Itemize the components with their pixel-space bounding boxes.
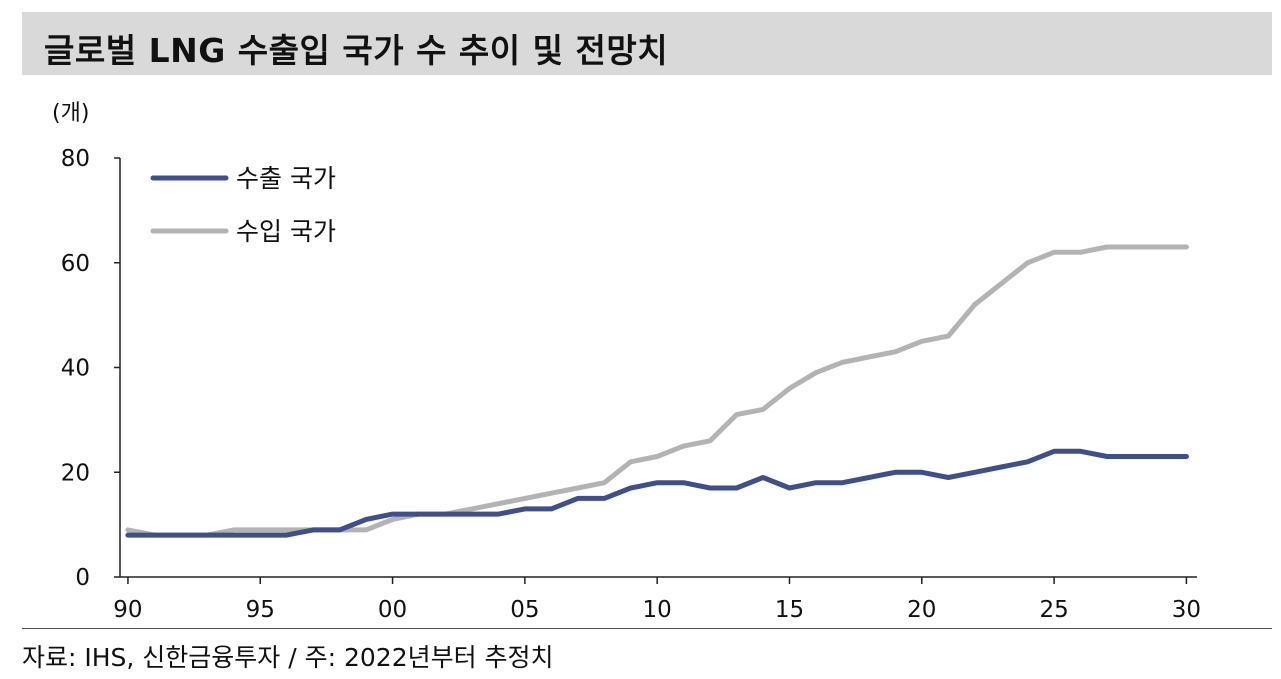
legend-label: 수입 국가 <box>236 217 336 246</box>
x-tick-label: 95 <box>246 597 275 623</box>
title-bar: 글로벌 LNG 수출입 국가 수 추이 및 전망치 <box>22 12 1272 75</box>
y-unit-label: (개) <box>52 101 90 126</box>
series-group <box>125 244 1189 538</box>
legend-label: 수출 국가 <box>236 164 336 193</box>
x-tick-label: 90 <box>113 597 142 623</box>
series-line-import <box>125 244 1189 538</box>
chart-title: 글로벌 LNG 수출입 국가 수 추이 및 전망치 <box>44 31 669 70</box>
x-tick-label: 10 <box>643 597 672 623</box>
x-tick-label: 25 <box>1039 597 1068 623</box>
axes: 0 20 40 60 80 90 95 00 05 10 15 20 25 30 <box>61 146 1201 623</box>
x-tick-label: 30 <box>1172 597 1201 623</box>
footer-divider <box>22 628 1272 629</box>
series-line-export <box>125 448 1189 538</box>
y-tick-label: 80 <box>61 146 90 172</box>
y-tick-label: 60 <box>61 251 90 277</box>
x-tick-label: 20 <box>907 597 936 623</box>
y-tick-label: 20 <box>61 460 90 486</box>
x-tick-label: 15 <box>775 597 804 623</box>
source-note: 자료: IHS, 신한금융투자 / 주: 2022년부터 추정치 <box>22 643 554 672</box>
y-tick-label: 40 <box>61 356 90 382</box>
x-tick-label: 05 <box>510 597 539 623</box>
y-tick-label: 0 <box>75 565 90 591</box>
x-tick-label: 00 <box>378 597 407 623</box>
